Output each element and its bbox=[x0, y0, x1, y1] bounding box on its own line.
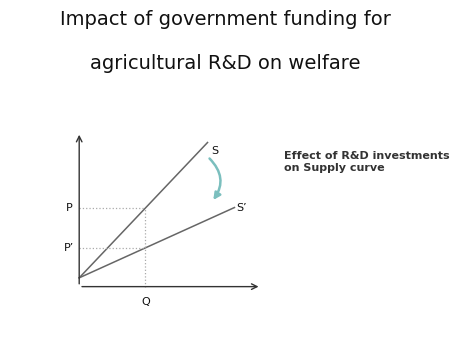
Text: Effect of R&D investments
on Supply curve: Effect of R&D investments on Supply curv… bbox=[284, 151, 449, 173]
Text: Impact of government funding for: Impact of government funding for bbox=[59, 10, 391, 29]
Text: S’: S’ bbox=[237, 202, 247, 213]
Text: P: P bbox=[66, 203, 72, 213]
Text: agricultural R&D on welfare: agricultural R&D on welfare bbox=[90, 54, 360, 73]
Text: Q: Q bbox=[141, 297, 150, 308]
Text: S: S bbox=[212, 146, 219, 156]
Text: P’: P’ bbox=[64, 243, 74, 253]
